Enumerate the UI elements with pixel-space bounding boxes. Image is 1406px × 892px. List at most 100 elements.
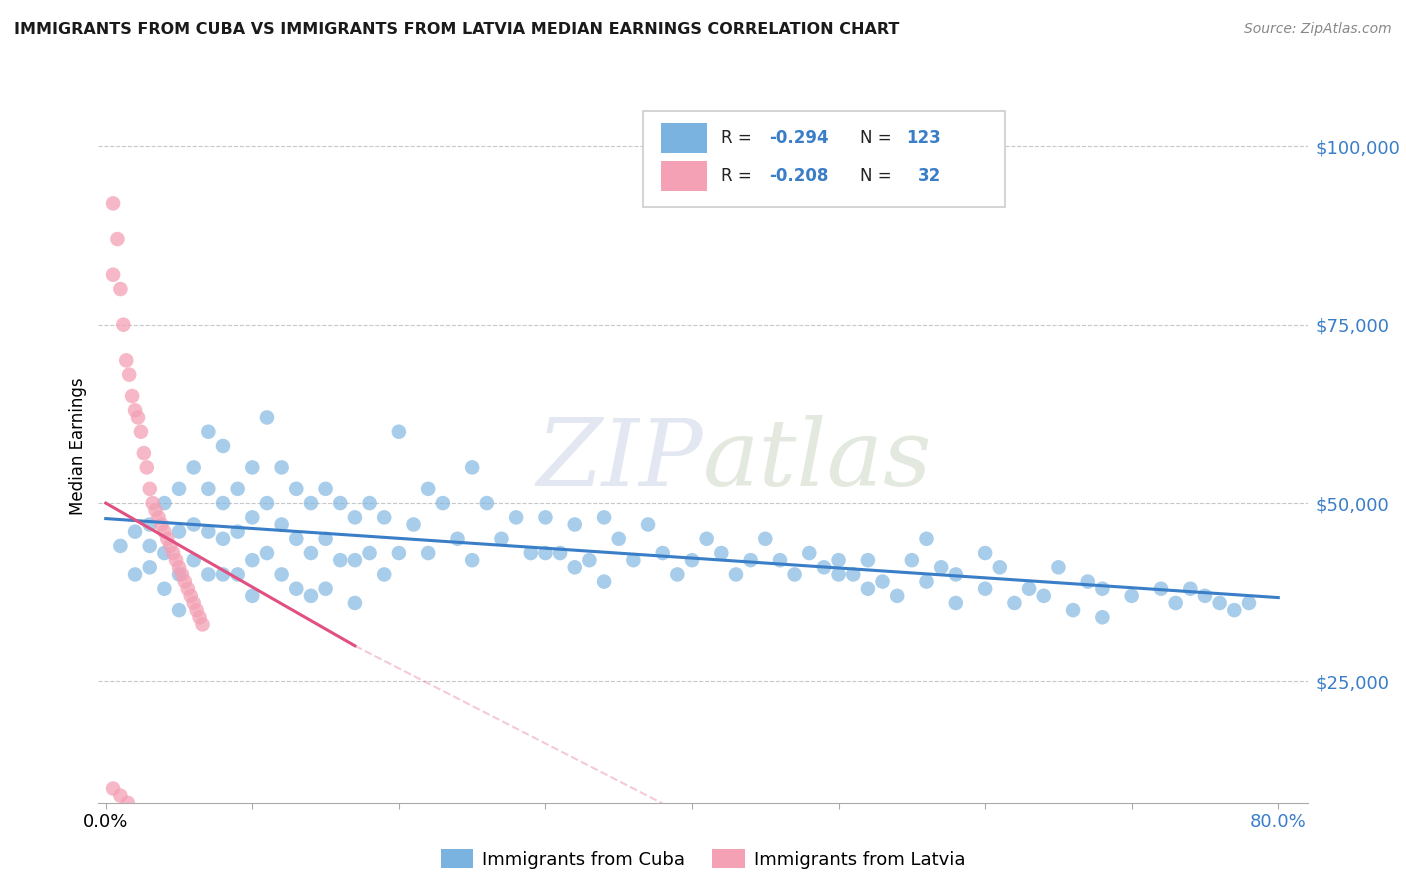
Point (156, 532, 179, 546)
Point (174, 574, 197, 589)
Point (783, 567, 806, 582)
Point (197, 567, 219, 582)
Point (240, 460, 263, 475)
Text: 32: 32 (918, 168, 942, 186)
Point (315, 582, 337, 596)
Point (240, 553, 263, 567)
Point (117, 796, 139, 810)
Bar (661, 123, 707, 153)
Point (359, 496, 381, 510)
Point (1164, 596, 1187, 610)
Text: atlas: atlas (703, 416, 932, 505)
Point (299, 546, 322, 560)
Point (170, 567, 193, 582)
Point (856, 553, 879, 567)
Point (724, 567, 747, 582)
Point (285, 532, 308, 546)
Point (148, 510, 170, 524)
Point (315, 532, 337, 546)
Point (110, 282, 132, 296)
Point (101, 196, 124, 211)
Point (1047, 560, 1070, 574)
Point (461, 553, 484, 567)
Point (461, 460, 484, 475)
Point (1077, 574, 1099, 589)
Point (183, 553, 205, 567)
Point (153, 546, 176, 560)
Point (212, 439, 235, 453)
Point (534, 546, 557, 560)
Point (124, 524, 146, 539)
Text: ZIP: ZIP (536, 416, 703, 505)
Point (165, 553, 187, 567)
Point (1032, 589, 1054, 603)
Point (135, 460, 157, 475)
Point (240, 510, 263, 524)
Point (593, 574, 616, 589)
Point (827, 553, 849, 567)
Point (432, 496, 454, 510)
Point (491, 532, 513, 546)
Point (534, 510, 557, 524)
Point (607, 532, 630, 546)
Point (270, 567, 292, 582)
Point (101, 781, 124, 796)
Bar (643, 111, 1005, 207)
Point (915, 532, 938, 546)
Point (1121, 589, 1143, 603)
Point (183, 517, 205, 532)
Point (343, 596, 366, 610)
Point (226, 524, 249, 539)
Point (446, 532, 468, 546)
Point (112, 318, 135, 332)
Text: N =: N = (860, 129, 897, 147)
Point (240, 589, 263, 603)
Point (226, 482, 249, 496)
Point (929, 560, 952, 574)
Point (127, 410, 149, 425)
Point (121, 389, 143, 403)
Point (138, 539, 160, 553)
Point (183, 596, 205, 610)
Point (132, 446, 155, 460)
Point (110, 789, 132, 803)
Point (329, 496, 352, 510)
Point (191, 617, 214, 632)
Point (621, 553, 644, 567)
Point (285, 582, 308, 596)
Point (177, 582, 200, 596)
Point (270, 460, 292, 475)
Point (548, 546, 571, 560)
Point (107, 232, 129, 246)
Point (270, 517, 292, 532)
Point (153, 524, 176, 539)
Point (124, 567, 146, 582)
Point (945, 596, 967, 610)
Point (799, 546, 821, 560)
Point (167, 567, 190, 582)
Point (475, 496, 498, 510)
Point (101, 268, 124, 282)
Legend: Immigrants from Cuba, Immigrants from Latvia: Immigrants from Cuba, Immigrants from La… (433, 842, 973, 876)
Point (167, 482, 190, 496)
Point (1091, 582, 1114, 596)
Point (1004, 596, 1026, 610)
Y-axis label: Median Earnings: Median Earnings (69, 377, 87, 515)
Point (388, 425, 411, 439)
Point (1237, 596, 1260, 610)
Point (256, 410, 278, 425)
Point (1018, 582, 1040, 596)
Point (150, 517, 173, 532)
Point (388, 546, 411, 560)
Point (359, 546, 381, 560)
Point (593, 510, 616, 524)
Point (564, 560, 586, 574)
Text: N =: N = (860, 168, 897, 186)
Text: R =: R = (721, 168, 758, 186)
Point (159, 539, 181, 553)
Text: -0.294: -0.294 (769, 129, 830, 147)
Point (1208, 596, 1230, 610)
Point (974, 546, 997, 560)
Point (666, 567, 689, 582)
Point (212, 532, 235, 546)
